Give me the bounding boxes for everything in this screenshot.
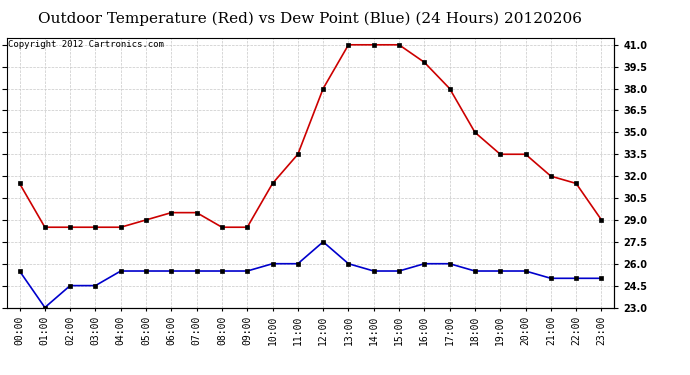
Text: Copyright 2012 Cartronics.com: Copyright 2012 Cartronics.com bbox=[8, 40, 164, 49]
Text: Outdoor Temperature (Red) vs Dew Point (Blue) (24 Hours) 20120206: Outdoor Temperature (Red) vs Dew Point (… bbox=[39, 11, 582, 26]
